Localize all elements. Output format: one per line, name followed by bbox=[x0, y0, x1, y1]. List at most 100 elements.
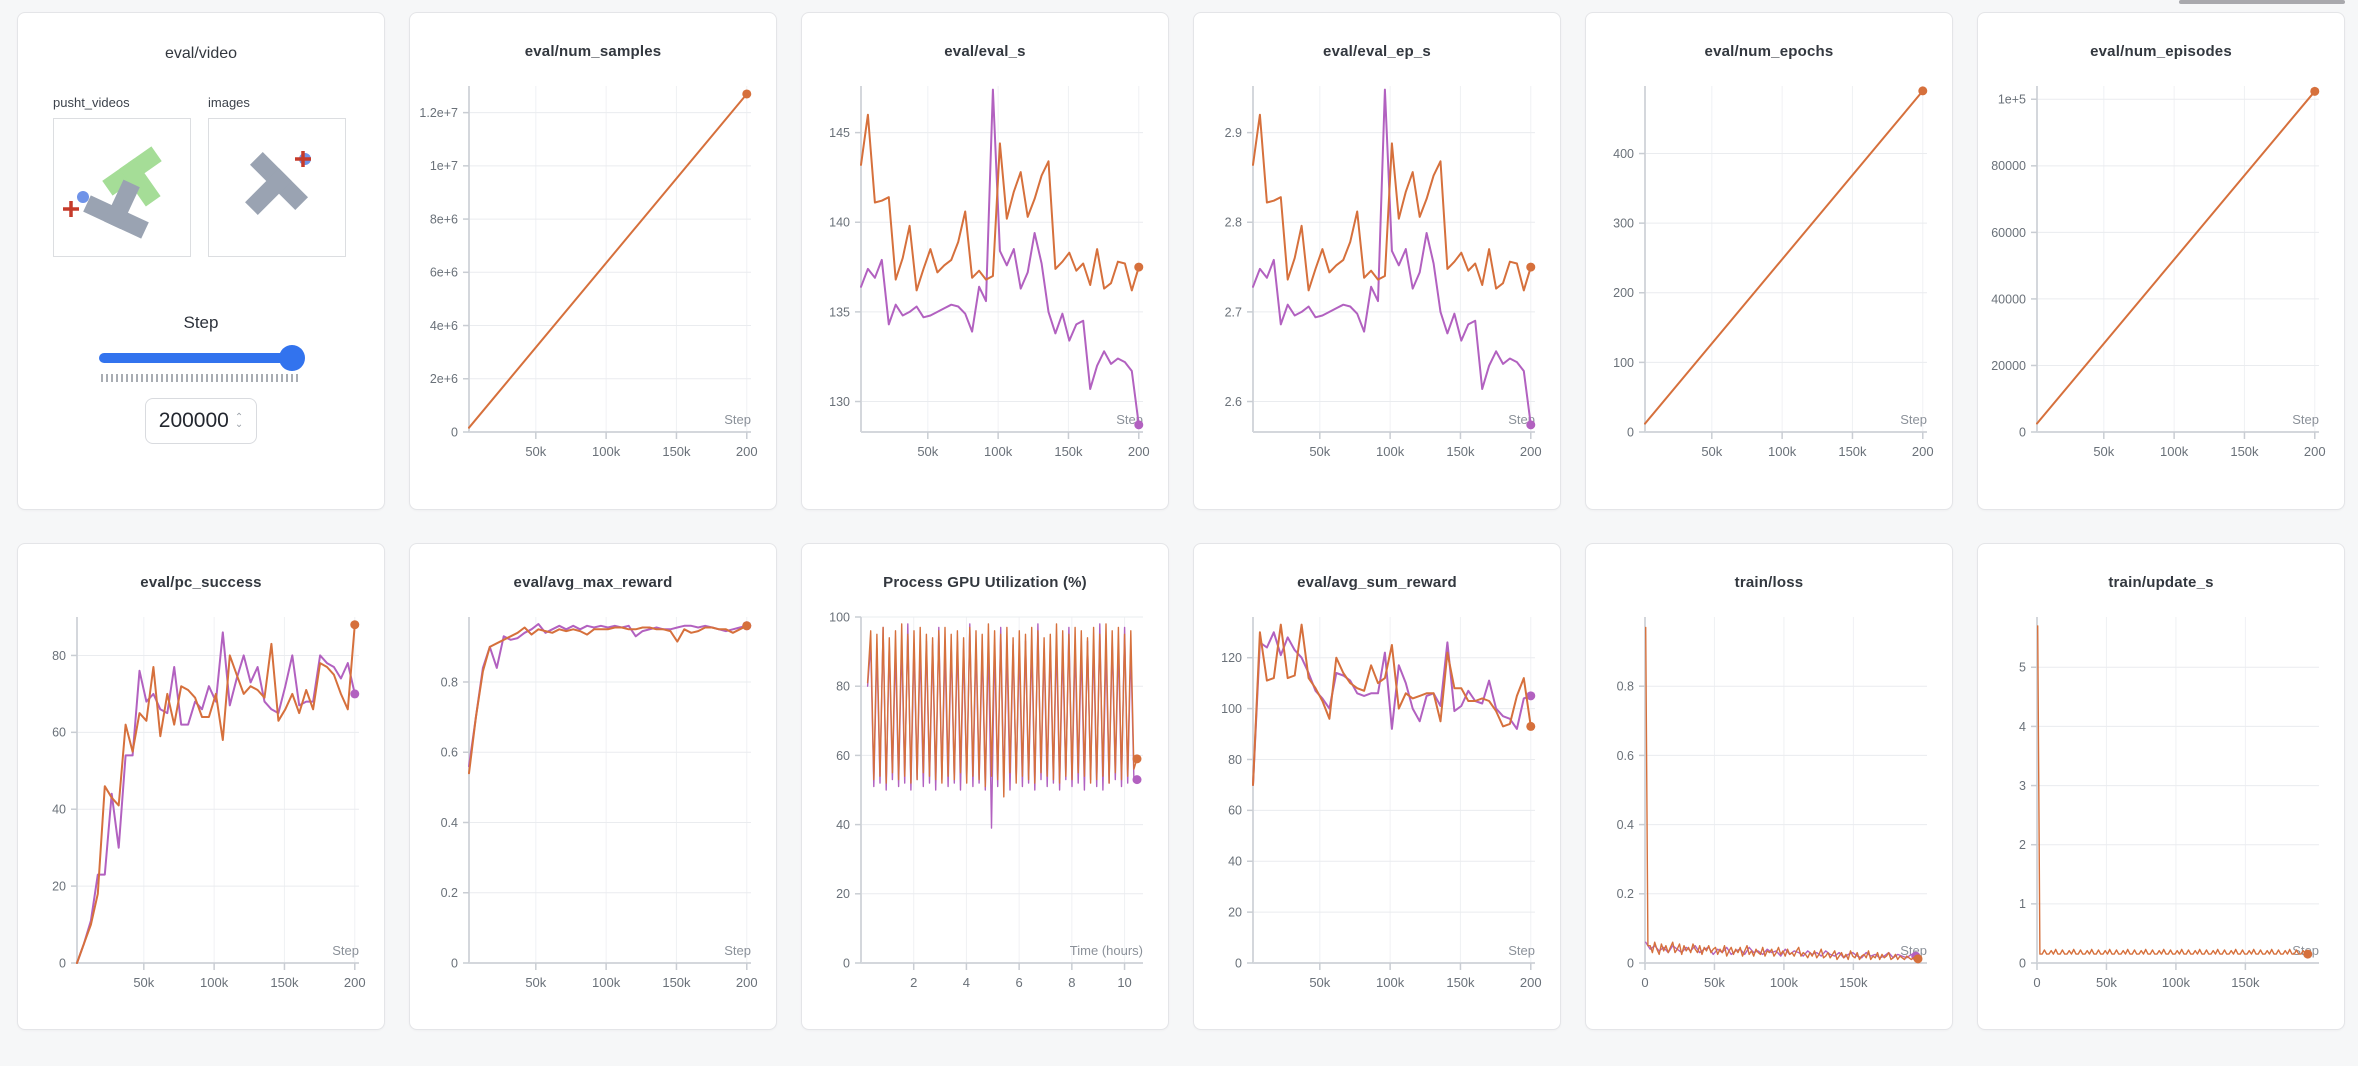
chart-plot[interactable]: 0 20 40 60 80 50k 100k 150k 200 Step bbox=[18, 603, 384, 1003]
svg-text:200: 200 bbox=[736, 444, 758, 459]
svg-text:50k: 50k bbox=[1704, 975, 1725, 990]
svg-text:0.6: 0.6 bbox=[1617, 749, 1634, 763]
step-slider-track[interactable] bbox=[99, 353, 303, 363]
chart-plot[interactable]: 0 20 40 60 80 100 120 50k 100k 150k 200 Step bbox=[1194, 603, 1560, 1003]
svg-text:0.8: 0.8 bbox=[1617, 680, 1634, 694]
svg-text:200: 200 bbox=[1128, 444, 1150, 459]
svg-text:2.7: 2.7 bbox=[1225, 305, 1242, 319]
svg-text:150k: 150k bbox=[662, 975, 691, 990]
svg-text:50k: 50k bbox=[1309, 975, 1330, 990]
panel-train-loss: train/loss 0 0.2 0.4 0.6 0.8 0 50k 100k 150k Step bbox=[1585, 543, 1953, 1030]
svg-text:100: 100 bbox=[829, 610, 850, 624]
svg-text:120: 120 bbox=[1221, 651, 1242, 665]
panel-gpu-utilization: Process GPU Utilization (%) 0 20 40 60 80 100… bbox=[801, 543, 1169, 1030]
svg-text:Step: Step bbox=[1508, 943, 1535, 958]
svg-text:150k: 150k bbox=[2231, 975, 2260, 990]
svg-text:200: 200 bbox=[1613, 286, 1634, 300]
svg-text:150k: 150k bbox=[1446, 975, 1475, 990]
svg-text:0.8: 0.8 bbox=[441, 675, 458, 689]
svg-text:0: 0 bbox=[2019, 956, 2026, 970]
svg-text:150k: 150k bbox=[662, 444, 691, 459]
svg-text:0: 0 bbox=[1641, 975, 1648, 990]
chart-title: train/update_s bbox=[2108, 574, 2214, 591]
svg-text:4: 4 bbox=[963, 975, 970, 990]
chart-plot[interactable]: 0 20000 40000 60000 80000 1e+5 50k 100k 150k 200 S… bbox=[1978, 72, 2344, 472]
svg-text:1e+7: 1e+7 bbox=[430, 159, 458, 173]
step-slider[interactable] bbox=[99, 345, 305, 371]
chart-title: eval/eval_ep_s bbox=[1323, 43, 1431, 60]
svg-text:8: 8 bbox=[1068, 975, 1075, 990]
svg-text:80: 80 bbox=[52, 649, 66, 663]
svg-text:6: 6 bbox=[1016, 975, 1023, 990]
chart-plot[interactable]: 0 20 40 60 80 100 2 4 6 8 10 Time (hours) bbox=[802, 603, 1168, 1003]
video-thumbnail-images[interactable] bbox=[208, 118, 346, 257]
svg-text:50k: 50k bbox=[1701, 444, 1722, 459]
svg-text:60: 60 bbox=[1228, 804, 1242, 818]
svg-text:100k: 100k bbox=[592, 975, 621, 990]
svg-text:200: 200 bbox=[2304, 444, 2326, 459]
chart-plot[interactable]: 0 0.2 0.4 0.6 0.8 50k 100k 150k 200 Step bbox=[410, 603, 776, 1003]
svg-text:200: 200 bbox=[1520, 444, 1542, 459]
svg-text:400: 400 bbox=[1613, 147, 1634, 161]
chart-plot[interactable]: 012345050k100k150kStep bbox=[1978, 603, 2344, 1003]
svg-text:2: 2 bbox=[910, 975, 917, 990]
video-thumbnail-pusht-videos[interactable] bbox=[53, 118, 191, 257]
svg-text:0: 0 bbox=[1627, 956, 1634, 970]
svg-text:0: 0 bbox=[1627, 425, 1634, 439]
panel-train-update-s: train/update_s 012345050k100k150kStep bbox=[1977, 543, 2345, 1030]
svg-text:2: 2 bbox=[2019, 838, 2026, 852]
svg-text:0: 0 bbox=[2019, 425, 2026, 439]
svg-text:8e+6: 8e+6 bbox=[430, 212, 458, 226]
svg-text:2.9: 2.9 bbox=[1225, 126, 1242, 140]
svg-text:50k: 50k bbox=[2096, 975, 2117, 990]
svg-text:0: 0 bbox=[451, 956, 458, 970]
svg-text:20: 20 bbox=[52, 879, 66, 893]
svg-text:60000: 60000 bbox=[1991, 226, 2026, 240]
chart-plot[interactable]: 0 2e+6 4e+6 6e+6 8e+6 1e+7 1.2e+7 50k 100k 150k 20… bbox=[410, 72, 776, 472]
svg-text:200: 200 bbox=[1912, 444, 1934, 459]
svg-text:0.4: 0.4 bbox=[441, 816, 458, 830]
step-slider-thumb[interactable] bbox=[279, 345, 305, 371]
svg-text:2.6: 2.6 bbox=[1225, 395, 1242, 409]
chart-plot[interactable]: 0 0.2 0.4 0.6 0.8 0 50k 100k 150k Step bbox=[1586, 603, 1952, 1003]
video-caption: pusht_videos bbox=[53, 95, 130, 110]
chart-title: train/loss bbox=[1734, 574, 1804, 591]
svg-text:135: 135 bbox=[829, 305, 850, 319]
pusht-env-render bbox=[63, 146, 162, 239]
panel-eval-avg-sum-reward: eval/avg_sum_reward 0 20 40 60 80 100 120 50k 10… bbox=[1193, 543, 1561, 1030]
svg-text:0: 0 bbox=[2033, 975, 2040, 990]
chart-plot[interactable]: 130 135 140 145 50k 100k 150k 200 Step bbox=[802, 72, 1168, 472]
panel-eval-num-episodes: eval/num_episodes 0 20000 40000 60000 80000 1… bbox=[1977, 12, 2345, 510]
svg-text:60: 60 bbox=[52, 726, 66, 740]
svg-text:2.8: 2.8 bbox=[1225, 216, 1242, 230]
svg-text:200: 200 bbox=[1520, 975, 1542, 990]
panel-grid: eval/video pusht_videos bbox=[17, 12, 2345, 1030]
svg-text:1.2e+7: 1.2e+7 bbox=[419, 106, 458, 120]
svg-text:0.4: 0.4 bbox=[1617, 818, 1634, 832]
step-number-input[interactable]: 200000 ⌃ ⌄ bbox=[145, 398, 257, 444]
svg-text:6e+6: 6e+6 bbox=[430, 266, 458, 280]
svg-text:150k: 150k bbox=[270, 975, 299, 990]
svg-text:40: 40 bbox=[52, 803, 66, 817]
svg-text:40000: 40000 bbox=[1991, 292, 2026, 306]
chart-plot[interactable]: 0 100 200 300 400 50k 100k 150k 200 Step bbox=[1586, 72, 1952, 472]
svg-text:0.6: 0.6 bbox=[441, 746, 458, 760]
chart-title: eval/pc_success bbox=[140, 574, 262, 591]
panel-eval-avg-max-reward: eval/avg_max_reward 0 0.2 0.4 0.6 0.8 50k 100k… bbox=[409, 543, 777, 1030]
svg-text:0: 0 bbox=[451, 425, 458, 439]
svg-text:20: 20 bbox=[836, 887, 850, 901]
number-stepper-arrows[interactable]: ⌃ ⌄ bbox=[235, 413, 243, 430]
svg-text:Step: Step bbox=[1900, 943, 1927, 958]
svg-text:130: 130 bbox=[829, 395, 850, 409]
panel-eval-eval-s: eval/eval_s 130 135 140 145 50k 100k 150k 200 St… bbox=[801, 12, 1169, 510]
step-slider-ruler-ticks bbox=[101, 374, 301, 382]
svg-text:100k: 100k bbox=[2162, 975, 2191, 990]
panel-title: eval/video bbox=[164, 45, 238, 62]
chart-plot[interactable]: 2.6 2.7 2.8 2.9 50k 100k 150k 200 Step bbox=[1194, 72, 1560, 472]
svg-text:150k: 150k bbox=[1054, 444, 1083, 459]
video-caption: images bbox=[208, 95, 250, 110]
horizontal-scrollbar-thumb[interactable] bbox=[2179, 0, 2345, 4]
svg-text:50k: 50k bbox=[133, 975, 154, 990]
chart-title: eval/num_episodes bbox=[2090, 43, 2232, 60]
svg-text:20000: 20000 bbox=[1991, 359, 2026, 373]
